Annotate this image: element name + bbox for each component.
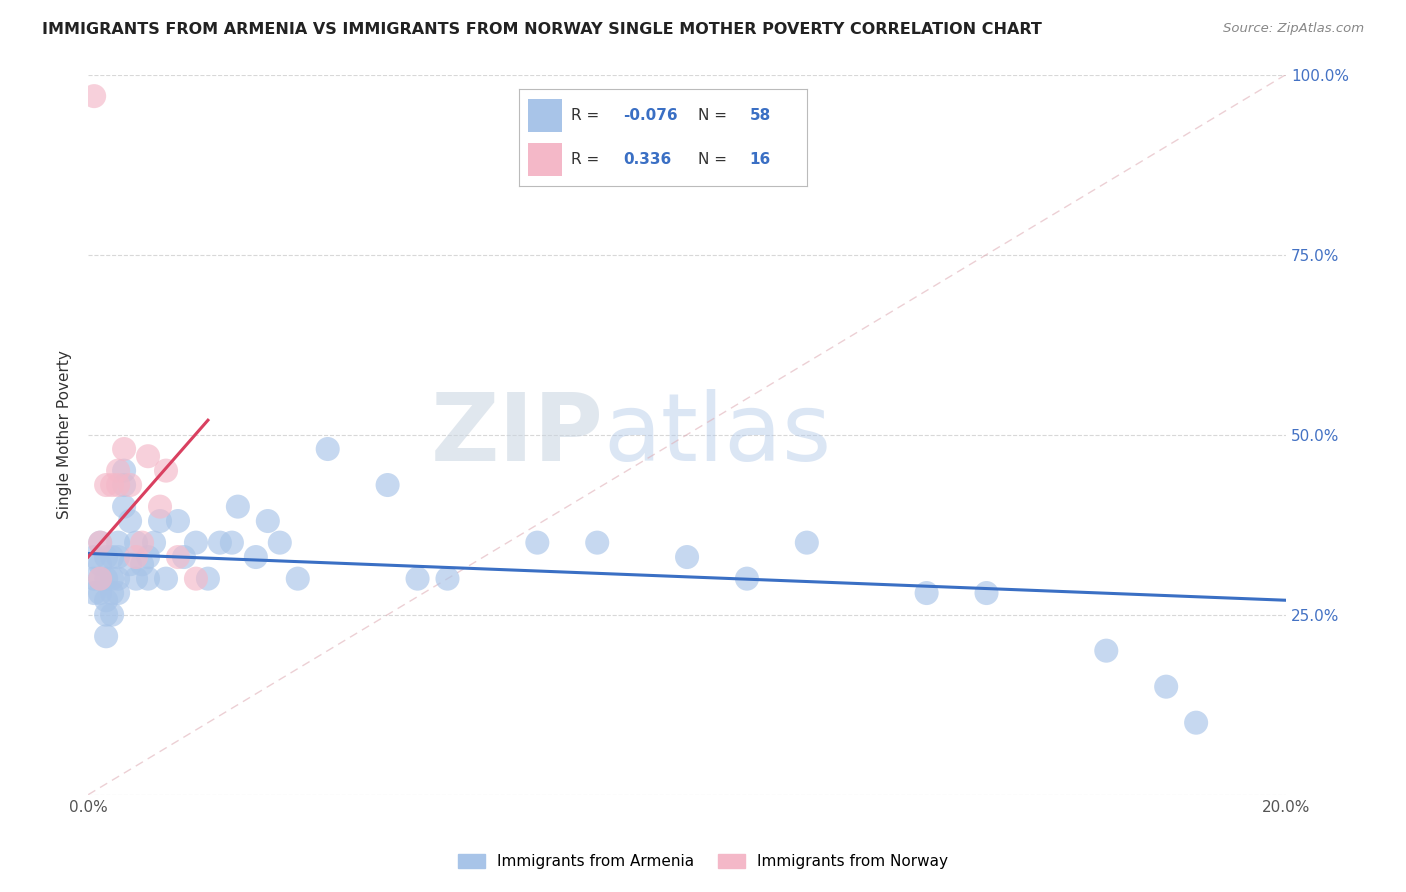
Point <box>208 535 231 549</box>
Point <box>120 478 142 492</box>
Point <box>226 500 249 514</box>
Point <box>101 478 124 492</box>
Point <box>101 549 124 564</box>
Point <box>735 572 758 586</box>
Point <box>89 572 111 586</box>
Point <box>136 572 159 586</box>
Y-axis label: Single Mother Poverty: Single Mother Poverty <box>58 351 72 519</box>
Point <box>436 572 458 586</box>
Point <box>83 549 105 564</box>
Point <box>107 535 129 549</box>
Point <box>256 514 278 528</box>
Point <box>101 572 124 586</box>
Point <box>101 586 124 600</box>
Point <box>112 500 135 514</box>
Point <box>143 535 166 549</box>
Point <box>184 535 207 549</box>
Point <box>107 478 129 492</box>
Point <box>149 514 172 528</box>
Point <box>107 572 129 586</box>
Point <box>120 514 142 528</box>
Point <box>221 535 243 549</box>
Text: atlas: atlas <box>603 389 831 481</box>
Point <box>94 572 117 586</box>
Point <box>94 478 117 492</box>
Point <box>287 572 309 586</box>
Point <box>83 586 105 600</box>
Point <box>915 586 938 600</box>
Point <box>107 549 129 564</box>
Point <box>1185 715 1208 730</box>
Text: Source: ZipAtlas.com: Source: ZipAtlas.com <box>1223 22 1364 36</box>
Point <box>94 593 117 607</box>
Point <box>1095 643 1118 657</box>
Point <box>112 464 135 478</box>
Point <box>125 572 148 586</box>
Point <box>149 500 172 514</box>
Point <box>316 442 339 456</box>
Point <box>101 607 124 622</box>
Point <box>676 549 699 564</box>
Point <box>155 572 177 586</box>
Point <box>89 535 111 549</box>
Legend: Immigrants from Armenia, Immigrants from Norway: Immigrants from Armenia, Immigrants from… <box>451 847 955 875</box>
Point <box>131 558 153 572</box>
Point <box>167 514 190 528</box>
Text: ZIP: ZIP <box>430 389 603 481</box>
Point <box>136 549 159 564</box>
Point <box>94 629 117 643</box>
Point <box>89 558 111 572</box>
Point <box>377 478 399 492</box>
Point <box>125 535 148 549</box>
Point <box>796 535 818 549</box>
Point <box>107 586 129 600</box>
Point <box>83 89 105 103</box>
Point <box>269 535 291 549</box>
Point <box>120 558 142 572</box>
Point <box>89 586 111 600</box>
Point <box>526 535 548 549</box>
Text: IMMIGRANTS FROM ARMENIA VS IMMIGRANTS FROM NORWAY SINGLE MOTHER POVERTY CORRELAT: IMMIGRANTS FROM ARMENIA VS IMMIGRANTS FR… <box>42 22 1042 37</box>
Point <box>1154 680 1177 694</box>
Point <box>89 535 111 549</box>
Point <box>89 572 111 586</box>
Point <box>94 607 117 622</box>
Point <box>173 549 195 564</box>
Point <box>83 572 105 586</box>
Point <box>197 572 219 586</box>
Point <box>94 549 117 564</box>
Point <box>586 535 609 549</box>
Point <box>406 572 429 586</box>
Point <box>245 549 267 564</box>
Point <box>131 535 153 549</box>
Point <box>107 464 129 478</box>
Point <box>112 442 135 456</box>
Point <box>155 464 177 478</box>
Point <box>112 478 135 492</box>
Point <box>136 449 159 463</box>
Point <box>184 572 207 586</box>
Point <box>167 549 190 564</box>
Point <box>125 549 148 564</box>
Point <box>976 586 998 600</box>
